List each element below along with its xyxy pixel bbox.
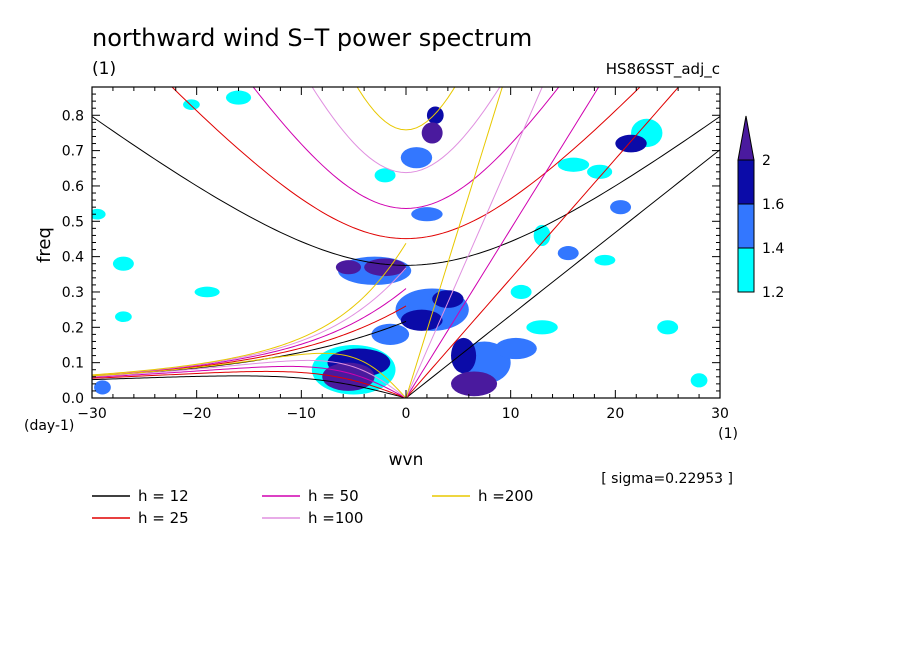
kelvin-curve-1 [405, 87, 680, 398]
contour-blob-13 [690, 373, 708, 388]
x-tick-label: −10 [287, 406, 317, 422]
power-contours [92, 90, 708, 397]
x-axis-unit: (1) [718, 426, 738, 442]
gravity-curve-2 [252, 87, 560, 209]
contour-blob-11 [533, 224, 551, 247]
contour-blob-26 [94, 380, 111, 395]
contour-blob-24 [610, 200, 632, 215]
x-tick-label: 10 [502, 406, 520, 422]
chart-subtitle-right: HS86SST_adj_c [606, 60, 720, 79]
y-tick-label: 0.0 [62, 391, 84, 407]
y-tick-label: 0.4 [62, 250, 84, 266]
x-tick-label: 0 [402, 406, 411, 422]
contour-blob-33 [451, 371, 498, 397]
contour-blob-4 [557, 157, 590, 172]
y-tick-label: 0.7 [62, 144, 84, 160]
gravity-curve-4 [356, 87, 456, 131]
contour-blob-31 [426, 106, 444, 125]
x-axis-label: wvn [389, 450, 424, 470]
contour-blob-6 [183, 99, 200, 110]
colorbar-segment-2 [737, 159, 755, 205]
gravity-curve-0 [92, 116, 720, 266]
kelvin-curve-4 [405, 87, 503, 398]
kelvin-curve-2 [405, 87, 600, 398]
contour-blob-15 [115, 311, 132, 323]
kelvin-curve-0 [405, 149, 720, 398]
sigma-note: [ sigma=0.22953 ] [601, 471, 733, 487]
legend-label-2: h = 50 [308, 487, 359, 505]
legend-label-0: h = 12 [138, 487, 189, 505]
rossby-curve-2 [92, 365, 407, 398]
y-tick-label: 0.6 [62, 179, 84, 195]
x-tick-label: −20 [182, 406, 212, 422]
plot-frame [91, 86, 721, 399]
colorbar-label: 1.4 [762, 241, 784, 257]
colorbar-label: 2 [762, 153, 771, 169]
y-tick-label: 0.3 [62, 285, 84, 301]
contour-blob-22 [400, 147, 433, 169]
contour-blob-8 [112, 256, 134, 271]
y-axis-label: freq [34, 227, 55, 263]
y-axis-unit: (day-1) [24, 418, 74, 434]
contour-blob-25 [557, 246, 579, 261]
legend-label-4: h =200 [478, 487, 533, 505]
contour-blob-16 [594, 254, 616, 266]
contour-blob-34 [322, 362, 375, 391]
colorbar-segment-0 [737, 247, 755, 293]
contour-blob-37 [421, 122, 443, 144]
contour-blob-2 [374, 168, 396, 183]
contour-blob-12 [657, 320, 679, 335]
contour-blob-36 [335, 260, 361, 275]
contour-blob-14 [92, 208, 106, 220]
contour-blob-30 [432, 290, 464, 308]
axis-ticks: −30 −20 −10 0 10 20 30 0.0 0.1 0.2 0.3 0.4 0.5 0.6 0.7… [62, 86, 729, 422]
colorbar-extend-arrow [737, 115, 755, 161]
rossby-curve-3 [92, 359, 407, 398]
y-tick-label: 0.2 [62, 320, 84, 336]
colorbar-segment-1 [737, 203, 755, 249]
contour-blob-23 [411, 207, 443, 222]
y-tick-label: 0.5 [62, 214, 84, 230]
legend-label-1: h = 25 [138, 509, 189, 527]
rossby-curve-0 [92, 375, 407, 398]
kelvin-curve-3 [405, 87, 543, 398]
rossby-curve-4 [92, 352, 407, 398]
x-tick-label: −30 [77, 406, 107, 422]
x-tick-label: 20 [606, 406, 624, 422]
mrg-curve-4 [92, 242, 407, 376]
legend-label-3: h =100 [308, 509, 363, 527]
contour-blob-32 [615, 134, 647, 153]
contour-blob-18 [494, 337, 537, 360]
x-tick-label: 30 [711, 406, 729, 422]
y-tick-label: 0.1 [62, 356, 84, 372]
colorbar-label: 1.6 [762, 197, 784, 213]
legend: h = 12 h = 25 h = 50 h =100 h =200 [92, 487, 533, 527]
colorbar-label: 1.2 [762, 285, 784, 301]
contour-blob-0 [526, 320, 558, 335]
contour-blob-7 [225, 90, 252, 105]
colorbar: 1.2 1.4 1.6 2 [737, 115, 784, 301]
dispersion-curves [92, 87, 720, 398]
contour-blob-21 [371, 323, 410, 345]
chart-title: northward wind S–T power spectrum [92, 24, 532, 52]
gravity-curve-3 [311, 87, 501, 174]
y-tick-label: 0.8 [62, 108, 84, 124]
chart-subtitle-left: (1) [92, 59, 116, 79]
contour-blob-10 [510, 284, 532, 300]
contour-blob-27 [451, 337, 477, 374]
rossby-curve-1 [92, 370, 407, 398]
contour-blob-5 [587, 164, 613, 179]
gravity-curve-1 [171, 87, 641, 240]
contour-blob-9 [194, 286, 220, 298]
